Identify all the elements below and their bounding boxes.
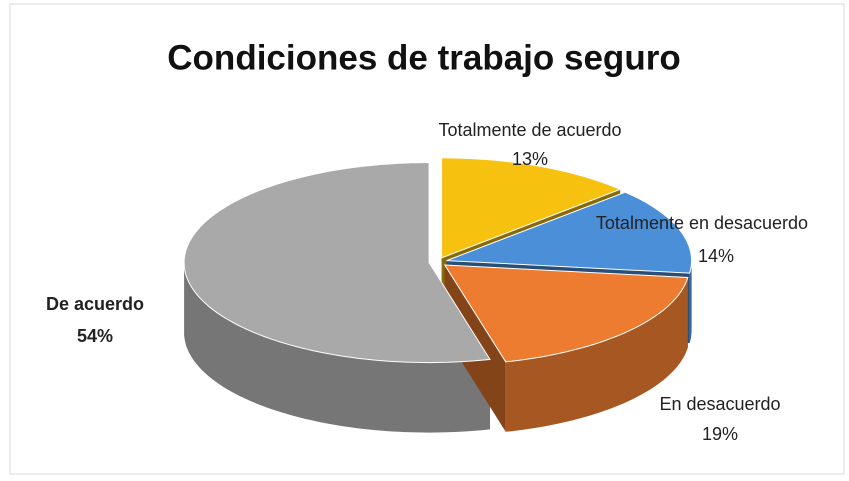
category-label: En desacuerdo <box>659 394 780 414</box>
category-label: Totalmente de acuerdo <box>438 120 621 140</box>
slice-side <box>505 277 688 432</box>
value-label: 13% <box>512 149 548 169</box>
category-label: De acuerdo <box>46 294 144 314</box>
value-label: 54% <box>77 326 113 346</box>
slice <box>446 191 693 274</box>
slice-side <box>184 262 490 433</box>
slice-side <box>689 260 692 344</box>
value-label: 19% <box>702 424 738 444</box>
slice <box>441 157 622 259</box>
slice <box>443 264 689 363</box>
value-label: 14% <box>698 246 734 266</box>
pie-tops <box>183 157 693 364</box>
category-label: Totalmente en desacuerdo <box>596 213 808 233</box>
labels: Totalmente de acuerdo 13% Totalmente en de… <box>46 120 808 444</box>
slice <box>183 162 491 364</box>
chart-title: Condiciones de trabajo seguro <box>167 38 680 77</box>
